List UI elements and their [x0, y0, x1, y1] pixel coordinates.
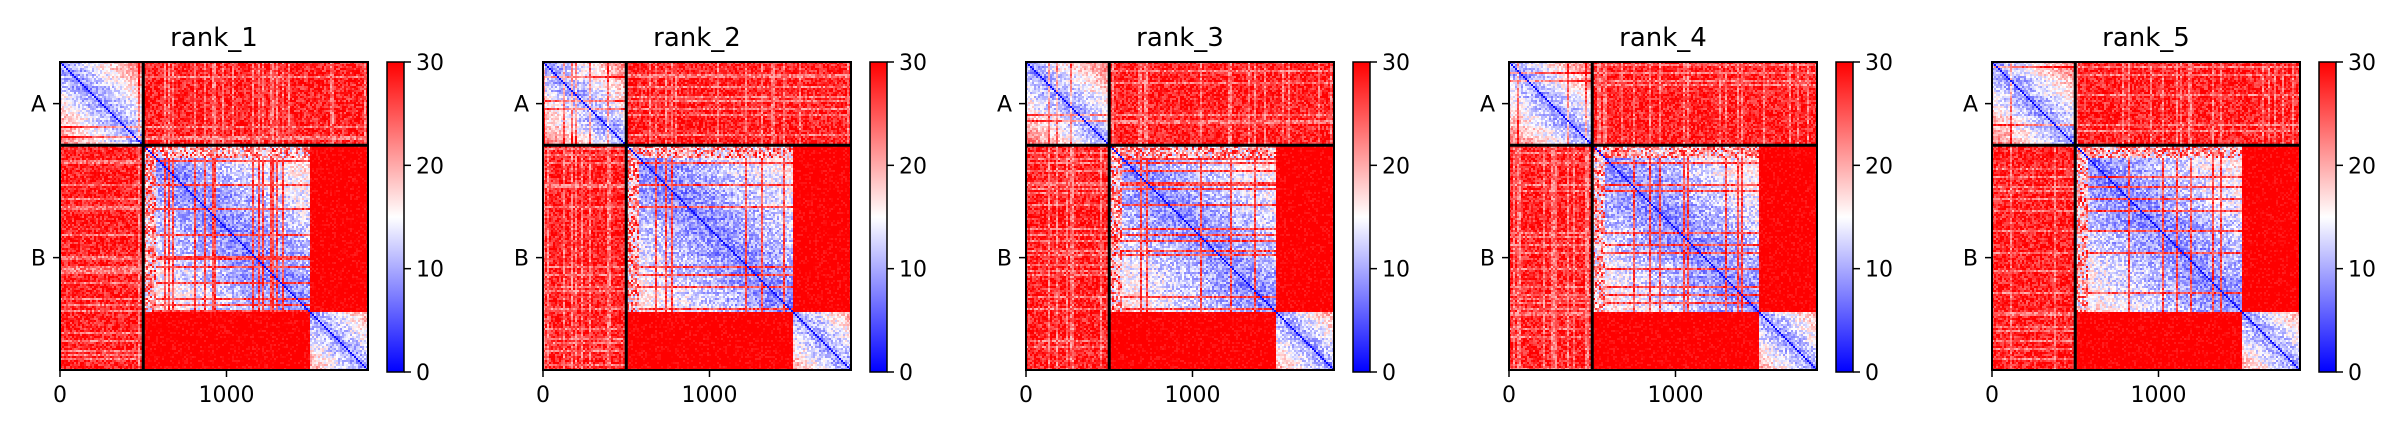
x-tick-label: 1000	[2130, 383, 2186, 408]
heatmap-frame	[59, 61, 369, 371]
heatmap-frame	[1025, 61, 1335, 371]
colorbar-tick-label: 10	[416, 258, 444, 283]
colorbar-tick-label: 0	[899, 361, 913, 386]
colorbar-tick-label: 20	[416, 154, 444, 179]
chain-label-B: B	[1480, 247, 1495, 272]
chain-label-B: B	[997, 247, 1012, 272]
x-tick-label: 0	[1502, 383, 1516, 408]
colorbar-tick-label: 20	[1865, 154, 1893, 179]
heatmap-frame	[542, 61, 852, 371]
chain-label-B: B	[514, 247, 529, 272]
colorbar-tick-label: 10	[1865, 258, 1893, 283]
panel-rank-2: rank_2 A B 0 1000 0 10 20 30	[514, 23, 927, 408]
x-tick-label: 1000	[198, 383, 254, 408]
panel-title: rank_1	[170, 23, 258, 53]
colorbar-tick-label: 30	[416, 51, 444, 76]
panel-title: rank_5	[2102, 23, 2190, 53]
panel-rank-5: rank_5 A B 0 1000 0 10 20 30	[1963, 23, 2376, 408]
panel-rank-1: rank_1 A B 0 1000 0 10 20 30	[31, 23, 444, 408]
heatmap-cells	[1026, 62, 1334, 370]
panel-title: rank_3	[1136, 23, 1224, 53]
chain-label-A: A	[514, 93, 529, 118]
x-tick-label: 0	[53, 383, 67, 408]
chain-label-B: B	[1963, 247, 1978, 272]
heatmap-cells	[60, 62, 368, 370]
colorbar	[1352, 61, 1371, 373]
x-tick-label: 1000	[1647, 383, 1703, 408]
colorbar	[2318, 61, 2337, 373]
panel-title: rank_2	[653, 23, 741, 53]
heatmap-frame	[1508, 61, 1818, 371]
colorbar	[1835, 61, 1854, 373]
chain-label-A: A	[1480, 93, 1495, 118]
colorbar	[386, 61, 405, 373]
heatmap-frame	[1991, 61, 2301, 371]
colorbar-tick-label: 0	[1382, 361, 1396, 386]
x-tick-label: 0	[1985, 383, 1999, 408]
colorbar-tick-label: 30	[899, 51, 927, 76]
chain-label-A: A	[997, 93, 1012, 118]
panel-rank-4: rank_4 A B 0 1000 0 10 20 30	[1480, 23, 1893, 408]
colorbar-tick-label: 0	[1865, 361, 1879, 386]
x-tick-label: 0	[536, 383, 550, 408]
colorbar	[869, 61, 888, 373]
colorbar-tick-label: 10	[2348, 258, 2376, 283]
colorbar-tick-label: 0	[416, 361, 430, 386]
colorbar-tick-label: 30	[1382, 51, 1410, 76]
heatmap-cells	[1509, 62, 1817, 370]
colorbar-tick-label: 30	[1865, 51, 1893, 76]
colorbar-tick-label: 20	[2348, 154, 2376, 179]
colorbar-tick-label: 20	[899, 154, 927, 179]
panel-rank-3: rank_3 A B 0 1000 0 10 20 30	[997, 23, 1410, 408]
chain-label-A: A	[1963, 93, 1978, 118]
chain-label-B: B	[31, 247, 46, 272]
colorbar-tick-label: 0	[2348, 361, 2362, 386]
heatmap-cells	[1992, 62, 2300, 370]
colorbar-tick-label: 30	[2348, 51, 2376, 76]
x-tick-label: 1000	[681, 383, 737, 408]
x-tick-label: 1000	[1164, 383, 1220, 408]
x-tick-label: 0	[1019, 383, 1033, 408]
chain-label-A: A	[31, 93, 46, 118]
colorbar-tick-label: 10	[899, 258, 927, 283]
colorbar-tick-label: 10	[1382, 258, 1410, 283]
heatmap-cells	[543, 62, 851, 370]
colorbar-tick-label: 20	[1382, 154, 1410, 179]
panel-title: rank_4	[1619, 23, 1707, 53]
